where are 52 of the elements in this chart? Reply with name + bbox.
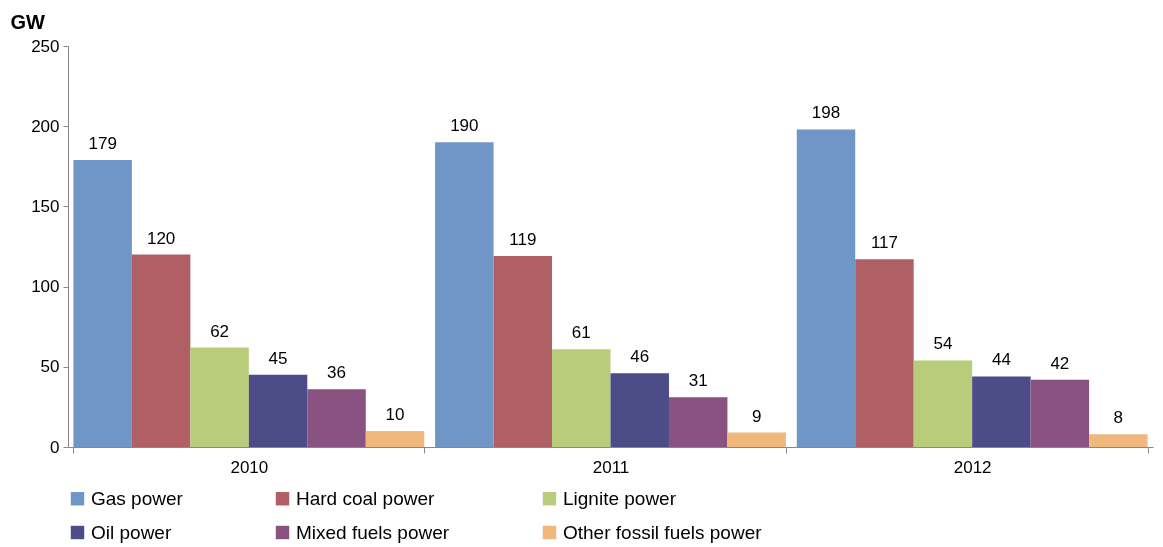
data-label: 179 <box>88 133 117 153</box>
data-label: 62 <box>210 321 230 341</box>
bar <box>131 254 191 447</box>
data-label: 190 <box>450 116 479 136</box>
legend-label: Other fossil fuels power <box>563 521 763 543</box>
data-label: 45 <box>268 348 288 368</box>
y-tick-label: 250 <box>31 36 60 56</box>
bar <box>307 389 366 447</box>
data-label: 119 <box>509 230 537 250</box>
data-label: 117 <box>870 233 899 253</box>
data-label: 8 <box>1113 408 1124 428</box>
bar <box>855 259 914 447</box>
bar <box>248 374 308 447</box>
legend-label: Oil power <box>91 521 172 543</box>
bar <box>190 347 249 447</box>
legend-label: Mixed fuels power <box>296 521 450 543</box>
data-label: 10 <box>385 404 405 424</box>
bar <box>365 430 425 447</box>
y-tick-label: 100 <box>31 277 60 297</box>
bar <box>435 142 494 447</box>
bar <box>73 159 132 447</box>
data-label: 46 <box>630 347 650 367</box>
data-label: 42 <box>1050 353 1070 373</box>
legend-label: Lignite power <box>563 487 677 509</box>
y-tick-label: 200 <box>31 116 60 136</box>
data-label: 120 <box>146 228 176 248</box>
y-tick-label: 150 <box>31 196 60 216</box>
bar <box>913 360 973 447</box>
bar <box>1030 379 1090 447</box>
bar <box>493 256 553 447</box>
bar <box>727 432 786 447</box>
data-label: 198 <box>811 103 841 123</box>
bar <box>972 376 1031 447</box>
bar <box>668 397 728 447</box>
data-label: 9 <box>751 406 762 426</box>
data-label: 54 <box>933 334 953 354</box>
data-label: 31 <box>688 371 708 391</box>
bar <box>1089 434 1148 447</box>
legend-label: Hard coal power <box>296 487 436 509</box>
legend-label: Gas power <box>91 487 184 509</box>
bar <box>796 129 856 447</box>
data-label: 61 <box>571 323 591 343</box>
bar <box>610 373 669 447</box>
x-tick-label: 2010 <box>230 457 269 477</box>
x-tick-label: 2012 <box>953 457 992 477</box>
y-tick-label: 0 <box>50 437 60 457</box>
x-tick-label: 2011 <box>592 457 630 477</box>
data-label: 36 <box>327 363 346 383</box>
y-tick-label: 50 <box>40 357 60 377</box>
y-axis-title: GW <box>10 10 46 33</box>
bar <box>552 349 611 447</box>
data-label: 44 <box>991 350 1011 370</box>
